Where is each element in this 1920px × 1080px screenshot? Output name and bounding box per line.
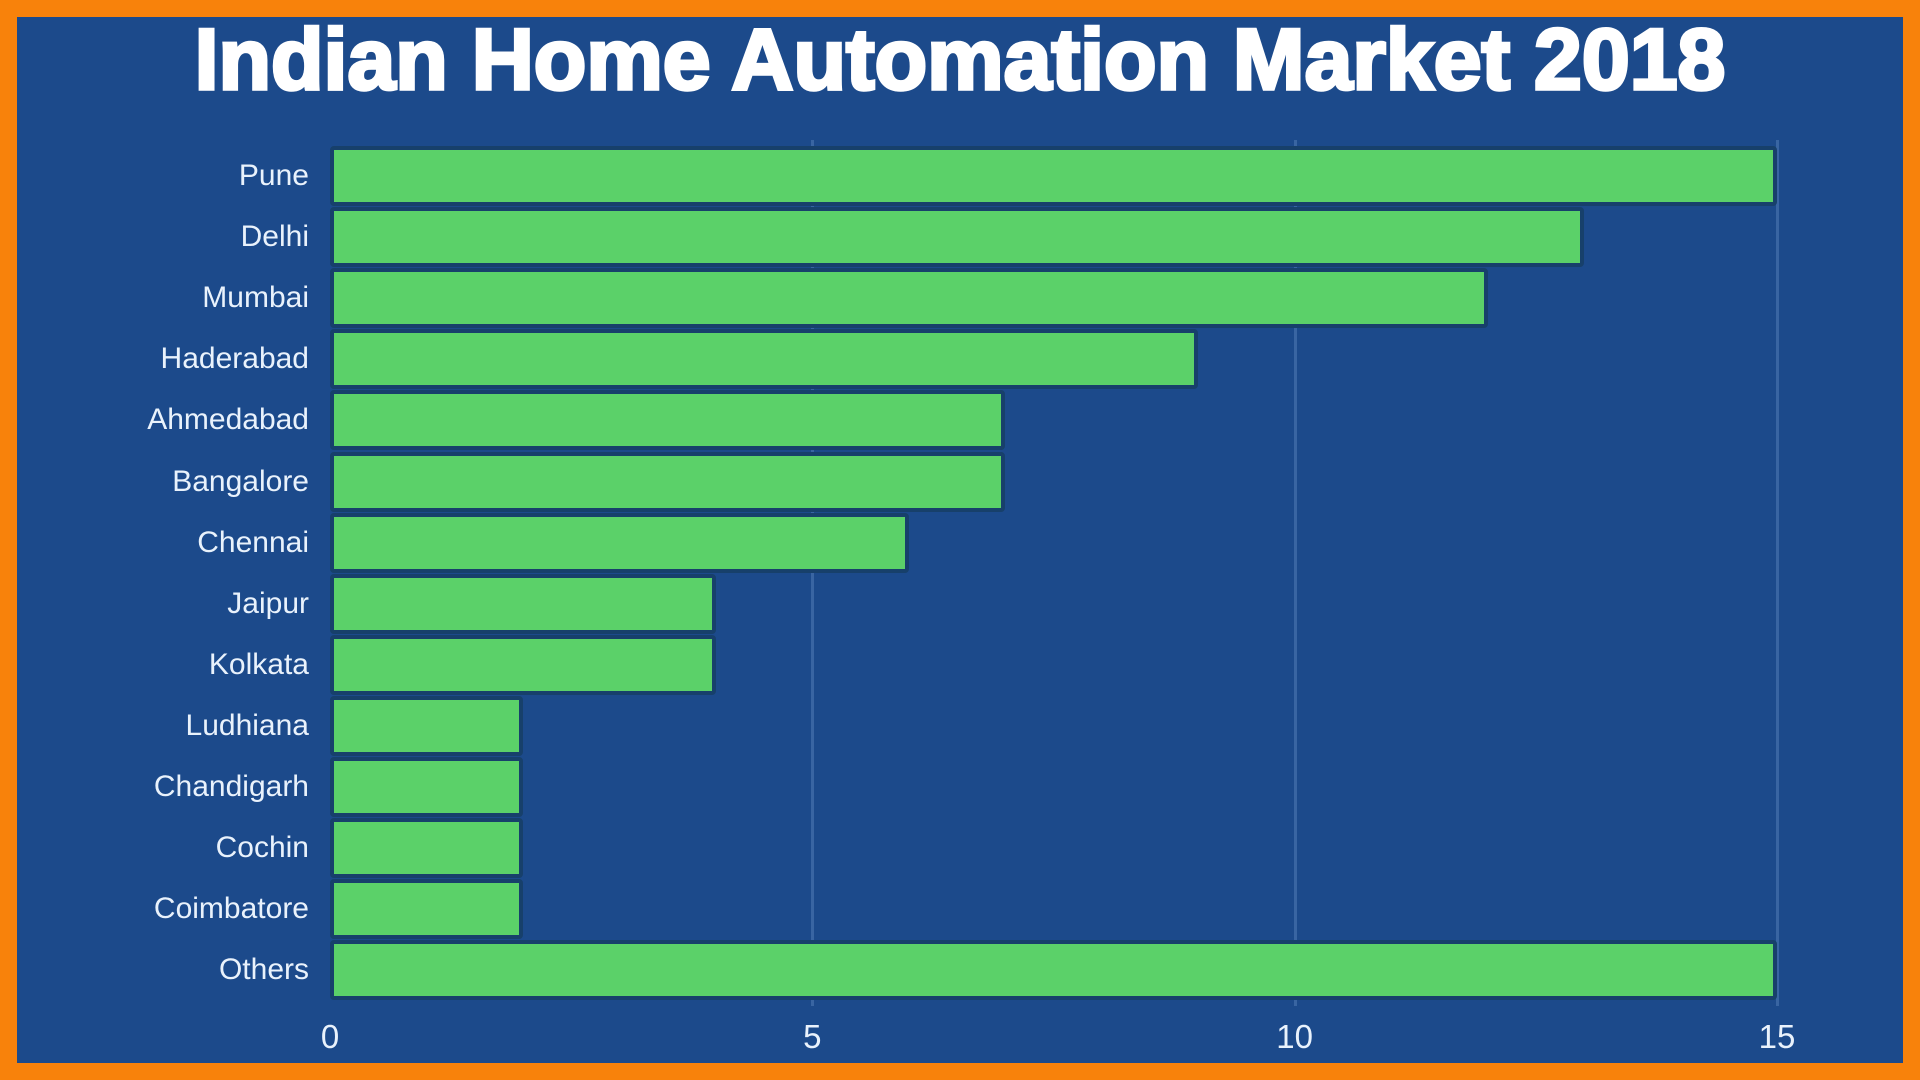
bar (330, 695, 523, 756)
bar-row: Haderabad (161, 328, 1830, 390)
bar-row: Kolkata (209, 634, 1830, 695)
bar-row: Chandigarh (154, 756, 1830, 817)
bar (330, 757, 523, 817)
category-label: Coimbatore (153, 892, 309, 926)
bar (330, 879, 523, 940)
bar (330, 512, 909, 573)
bar-row: Jaipur (227, 573, 1830, 634)
chart-panel: Indian Home Automation Market 2018 Pune D… (17, 10, 1903, 1063)
x-tick-label: 10 (1276, 1018, 1314, 1055)
bar (330, 268, 1488, 329)
bar (330, 573, 716, 634)
gridline-x-15 (1776, 140, 1779, 1006)
category-label: Cochin (215, 831, 309, 865)
gridline-x-5 (811, 140, 815, 1006)
bar (330, 451, 1006, 512)
category-label: Chennai (197, 525, 309, 559)
bar (330, 207, 1585, 268)
bar (330, 146, 1777, 206)
category-label: Bangalore (172, 464, 309, 498)
bar (330, 940, 1777, 1001)
bar-row: Others (219, 939, 1830, 1001)
bar-row: Cochin (216, 817, 1830, 879)
category-label: Jaipur (227, 586, 309, 620)
bar-row: Ludhiana (186, 695, 1830, 756)
bar-row: Ahmedabad (147, 389, 1830, 451)
category-label: Mumbai (202, 281, 309, 315)
category-label: Haderabad (160, 342, 309, 376)
bar-row: Chennai (197, 512, 1830, 573)
bar-row: Mumbai (202, 267, 1830, 329)
category-label: Delhi (240, 220, 309, 254)
x-tick-label: 15 (1758, 1018, 1796, 1055)
bar (330, 634, 716, 695)
x-tick-label: 5 (803, 1018, 822, 1055)
category-label: Ludhiana (185, 708, 309, 742)
x-tick-label: 0 (320, 1018, 340, 1055)
x-axis: 0 5 10 15 (321, 1014, 1830, 1060)
category-label: Kolkata (208, 647, 309, 681)
bar-row: Bangalore (172, 451, 1830, 512)
bar (330, 329, 1199, 390)
bar-row: Pune (239, 145, 1830, 206)
category-label: Ahmedabad (147, 403, 309, 437)
category-label: Chandigarh (153, 770, 309, 803)
bar (330, 390, 1006, 451)
bar (330, 818, 523, 879)
bar-row: Delhi (241, 206, 1830, 268)
category-label: Others (218, 953, 309, 987)
gridline-x-10 (1293, 140, 1297, 1006)
chart-title: Indian Home Automation Market 2018 (193, 10, 1727, 110)
category-label: Pune (238, 159, 309, 192)
plot-area: Pune Delhi Mumbai Haderabad Ahmedabad Bangalo… (147, 140, 1830, 1055)
bar-row: Coimbatore (154, 878, 1830, 940)
